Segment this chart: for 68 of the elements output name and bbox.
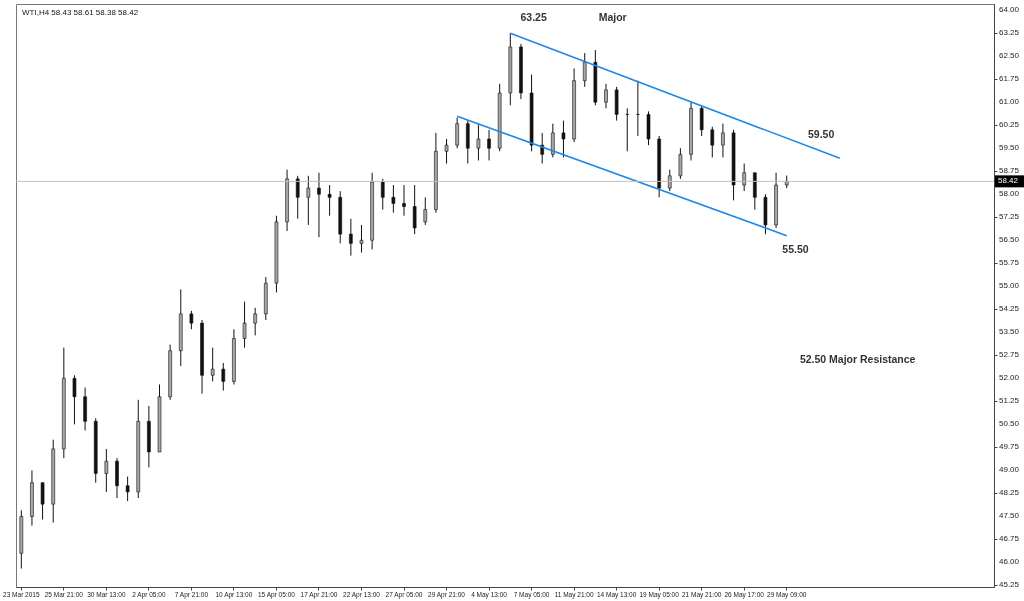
y-tick-label: 51.25	[999, 396, 1020, 406]
y-tick-label: 63.25	[999, 28, 1020, 38]
candlestick	[487, 129, 491, 161]
candlestick	[295, 175, 300, 220]
y-tick-label: 55.75	[999, 258, 1020, 268]
candlestick	[476, 123, 481, 161]
y-tick-label: 59.50	[999, 143, 1020, 153]
y-tick-label: 45.25	[999, 580, 1020, 590]
y-tick-label: 61.75	[999, 74, 1020, 84]
candlestick	[742, 163, 746, 192]
y-tick-label: 52.75	[999, 350, 1020, 360]
annotation: 63.25	[520, 11, 547, 23]
annotation: Major	[598, 11, 627, 23]
candlestick	[667, 169, 672, 192]
candlestick	[402, 184, 406, 217]
candlestick	[242, 301, 247, 349]
y-tick-label: 58.75	[999, 166, 1020, 176]
candlestick	[72, 374, 77, 425]
y-tick-label: 47.50	[999, 511, 1020, 521]
candlestick	[540, 132, 545, 165]
y-tick-label: 60.25	[999, 120, 1020, 130]
candlestick	[40, 482, 45, 520]
candlestick	[582, 52, 587, 88]
candlestick	[604, 83, 608, 109]
y-tick-label: 58.00	[999, 189, 1020, 199]
candlestick	[455, 117, 459, 149]
candlestick	[349, 218, 353, 257]
candlestick	[253, 307, 257, 336]
candlestick	[125, 476, 130, 502]
y-tick-label: 64.00	[999, 5, 1020, 15]
candlestick	[423, 196, 428, 226]
candlestick	[561, 120, 566, 158]
candlestick	[678, 147, 683, 180]
candlestick	[380, 178, 385, 211]
candlestick	[317, 172, 321, 238]
y-tick-label: 55.00	[999, 281, 1020, 291]
candlestick	[306, 175, 311, 226]
chart-title: WTI,H4 58.43 58.61 58.38 58.42	[22, 8, 139, 17]
candlestick	[551, 123, 555, 158]
candlestick	[412, 184, 417, 235]
y-tick-label: 57.25	[999, 212, 1020, 222]
y-tick-label: 52.00	[999, 373, 1020, 383]
annotation: 59.50	[807, 128, 835, 140]
candlestick	[104, 448, 109, 493]
y-tick-label: 48.25	[999, 488, 1020, 498]
y-tick-label: 54.25	[999, 304, 1020, 314]
candlestick	[391, 184, 396, 214]
annotation: 52.50 Major Resistance	[799, 353, 916, 365]
candlestick	[189, 310, 194, 330]
y-tick-label: 46.00	[999, 557, 1020, 567]
y-tick-label: 50.50	[999, 419, 1020, 429]
ref-line-label: 58.42	[998, 176, 1019, 186]
y-tick-label: 46.75	[999, 534, 1020, 544]
y-tick-label: 62.50	[999, 51, 1020, 61]
annotation: 55.50	[782, 243, 809, 255]
y-tick-label: 61.00	[999, 97, 1020, 107]
candlestick	[210, 347, 215, 382]
y-tick-label: 49.00	[999, 465, 1020, 475]
y-tick-label: 49.75	[999, 442, 1020, 452]
candlestick	[444, 138, 449, 165]
candlestick	[221, 362, 226, 392]
candlestick	[359, 224, 364, 254]
candlestick	[327, 184, 332, 217]
candlestick	[710, 126, 715, 158]
candlestick	[699, 104, 704, 137]
y-tick-label: 53.50	[999, 327, 1020, 337]
candlestick	[721, 123, 725, 158]
y-tick-label: 56.50	[999, 235, 1020, 245]
